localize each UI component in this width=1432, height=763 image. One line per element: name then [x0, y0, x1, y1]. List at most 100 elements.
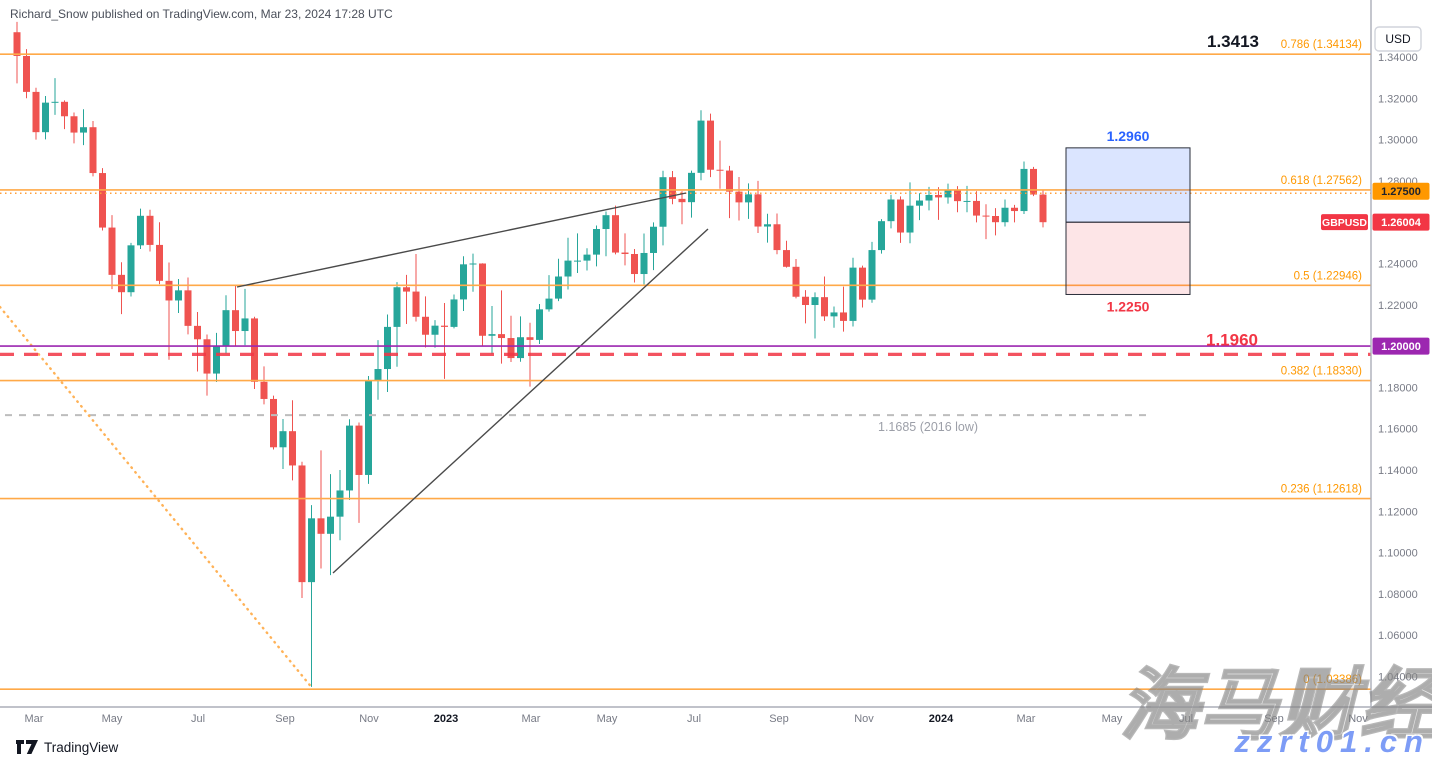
symbol-price-tag: GBPUSD: [1321, 214, 1368, 231]
candle-body: [992, 216, 999, 223]
price-badge-text: 1.20000: [1381, 341, 1421, 353]
candle-body: [916, 200, 923, 206]
publish-byline: Richard_Snow published on TradingView.co…: [10, 7, 393, 21]
candle-body: [944, 190, 952, 198]
price-tick-label: 1.10000: [1378, 548, 1418, 560]
tradingview-logo[interactable]: TradingView: [16, 740, 118, 755]
price-tick-label: 1.18000: [1378, 382, 1418, 394]
candle: [640, 233, 648, 285]
candle: [346, 419, 353, 500]
candle: [697, 110, 705, 181]
trendline-2[interactable]: [332, 228, 709, 574]
candle-body: [887, 199, 895, 222]
price-tick-label: 1.12000: [1378, 506, 1418, 518]
candle: [127, 242, 135, 297]
candle-body: [745, 194, 752, 203]
candle: [374, 340, 382, 400]
candle-body: [42, 102, 49, 133]
candle-body: [840, 312, 847, 321]
candle: [32, 87, 40, 140]
candle: [906, 182, 914, 244]
watermark-url: zzrt01.cn: [1234, 724, 1430, 759]
candle-body: [422, 316, 429, 335]
target-price-label: 1.2960: [1107, 128, 1150, 144]
candle-body: [279, 431, 287, 448]
candle-body: [450, 299, 458, 327]
candle-body: [365, 380, 372, 475]
candle: [298, 461, 306, 599]
price-badge-bg: [1372, 213, 1430, 231]
candle-body: [973, 200, 980, 216]
price-badge-1.26004: 1.26004: [1372, 213, 1430, 231]
candle-body: [792, 266, 800, 297]
time-tick-month: Mar: [1017, 713, 1036, 725]
candle-body: [526, 337, 534, 340]
candle: [536, 303, 543, 345]
candle-body: [1039, 194, 1047, 223]
candle: [355, 422, 363, 523]
candle: [51, 78, 59, 115]
candle-body: [403, 287, 410, 292]
candle-body: [764, 224, 771, 227]
price-tick-label: 1.24000: [1378, 259, 1418, 271]
candle-body: [906, 205, 914, 233]
candle: [308, 505, 315, 687]
candle: [583, 248, 591, 271]
candle: [802, 290, 809, 324]
candle-body: [507, 338, 515, 359]
candle-body: [849, 267, 857, 321]
trendline-1[interactable]: [236, 192, 687, 288]
candle-body: [612, 215, 619, 253]
candle: [203, 334, 211, 396]
candle: [80, 109, 87, 146]
candle: [944, 183, 952, 204]
candle-body: [346, 425, 353, 491]
price-axis[interactable]: 1.340001.320001.300001.280001.260001.240…: [1372, 52, 1430, 684]
candle-body: [32, 91, 40, 133]
candle: [108, 215, 116, 290]
candle: [317, 450, 325, 569]
candle-body: [393, 287, 401, 327]
candle: [1001, 199, 1009, 227]
candle-body: [868, 250, 876, 300]
time-tick-month: Jul: [687, 713, 701, 725]
candle-body: [488, 334, 496, 336]
time-tick-month: Jul: [1179, 713, 1193, 725]
candle-body: [137, 215, 144, 246]
candle-body: [564, 260, 572, 277]
candle-body: [260, 381, 268, 399]
stop-loss-box[interactable]: [1065, 221, 1191, 295]
candle: [365, 376, 372, 484]
profit-target-box[interactable]: [1065, 147, 1191, 223]
price-tick-label: 1.34000: [1378, 52, 1418, 64]
currency-button-text: USD: [1385, 32, 1411, 46]
candle: [754, 180, 762, 233]
candle: [840, 286, 847, 332]
candle: [393, 282, 401, 367]
candle-body: [726, 170, 733, 192]
candle: [593, 225, 600, 267]
candle: [175, 278, 182, 314]
candle-body: [878, 221, 885, 251]
candle-body: [70, 116, 78, 133]
candle-body: [593, 229, 600, 255]
candle: [669, 170, 676, 205]
candle: [887, 194, 895, 229]
candle: [868, 241, 876, 303]
candle: [289, 400, 296, 481]
fib-level-label-0.786: 0.786 (1.34134): [1281, 39, 1362, 51]
swing-high-price-label: 1.3413: [1207, 32, 1259, 51]
candle-body: [783, 250, 790, 267]
candle: [260, 366, 268, 405]
candle: [935, 187, 942, 220]
candle: [1039, 190, 1047, 228]
price-badge-1.20000: 1.20000: [1372, 337, 1430, 355]
candle-body: [165, 280, 173, 301]
candle-body: [517, 337, 524, 359]
candle-body: [222, 310, 230, 346]
currency-button[interactable]: USD: [1374, 26, 1422, 52]
candle: [811, 292, 819, 339]
time-axis[interactable]: Mar May Jul Sep Nov 2023 Mar May Jul Sep Nov 2024 Ma…: [25, 713, 1369, 725]
candle-body: [336, 490, 344, 517]
